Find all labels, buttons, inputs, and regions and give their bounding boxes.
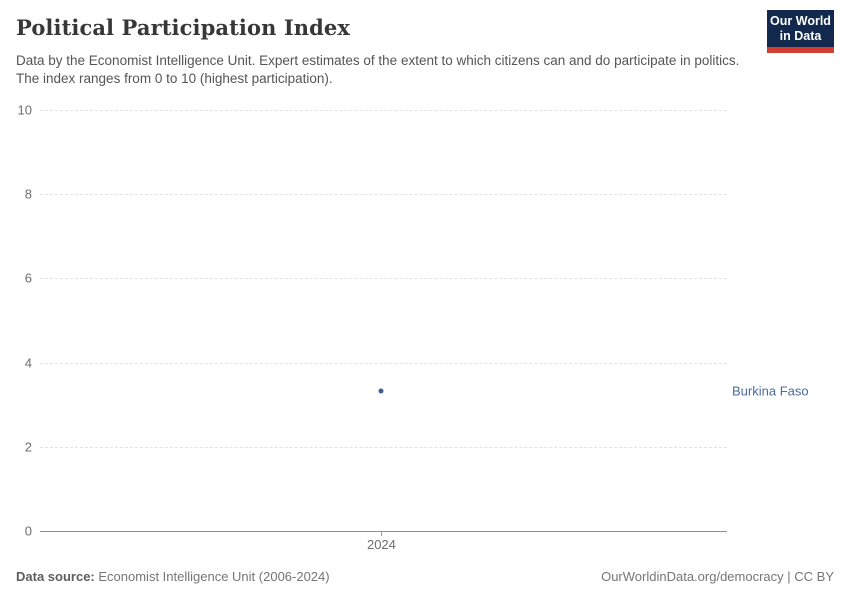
footer-separator: |: [783, 569, 795, 584]
gridline: [40, 278, 727, 280]
gridline: [40, 362, 727, 364]
y-axis-tick-label: 8: [24, 186, 32, 202]
owid-logo-line2: in Data: [779, 29, 822, 43]
y-axis-tick-label: 4: [24, 355, 32, 371]
site-url-link[interactable]: OurWorldinData.org/democracy: [601, 569, 784, 584]
license-link[interactable]: CC BY: [794, 569, 834, 584]
chart-subtitle: Data by the Economist Intelligence Unit.…: [16, 53, 740, 86]
x-axis-line: [40, 531, 727, 532]
y-axis: 0 2 4 6 8 10: [0, 103, 32, 539]
footer-links: OurWorldinData.org/democracy | CC BY: [601, 569, 834, 584]
page-title: Political Participation Index: [16, 15, 350, 40]
plot-area: 2024 Burkina Faso: [40, 110, 809, 552]
y-axis-tick-label: 10: [17, 102, 32, 118]
owid-logo[interactable]: Our World in Data: [767, 10, 834, 53]
x-axis-tick: [381, 531, 383, 536]
data-source: Data source: Economist Intelligence Unit…: [16, 569, 330, 584]
footer: Data source: Economist Intelligence Unit…: [16, 569, 834, 584]
data-source-label: Data source:: [16, 569, 95, 584]
gridline: [40, 446, 727, 448]
entity-label-burkina-faso[interactable]: Burkina Faso: [732, 383, 809, 399]
data-point-burkina-faso[interactable]: [378, 388, 384, 394]
gridline: [40, 194, 727, 196]
y-axis-tick-label: 6: [24, 270, 32, 286]
y-axis-tick-label: 0: [24, 523, 32, 539]
x-axis-tick-label: 2024: [366, 537, 396, 552]
y-axis-tick-label: 2: [24, 439, 32, 455]
gridline: [40, 110, 727, 111]
data-source-value: Economist Intelligence Unit (2006-2024): [94, 569, 330, 584]
owid-logo-line1: Our World: [770, 14, 831, 28]
